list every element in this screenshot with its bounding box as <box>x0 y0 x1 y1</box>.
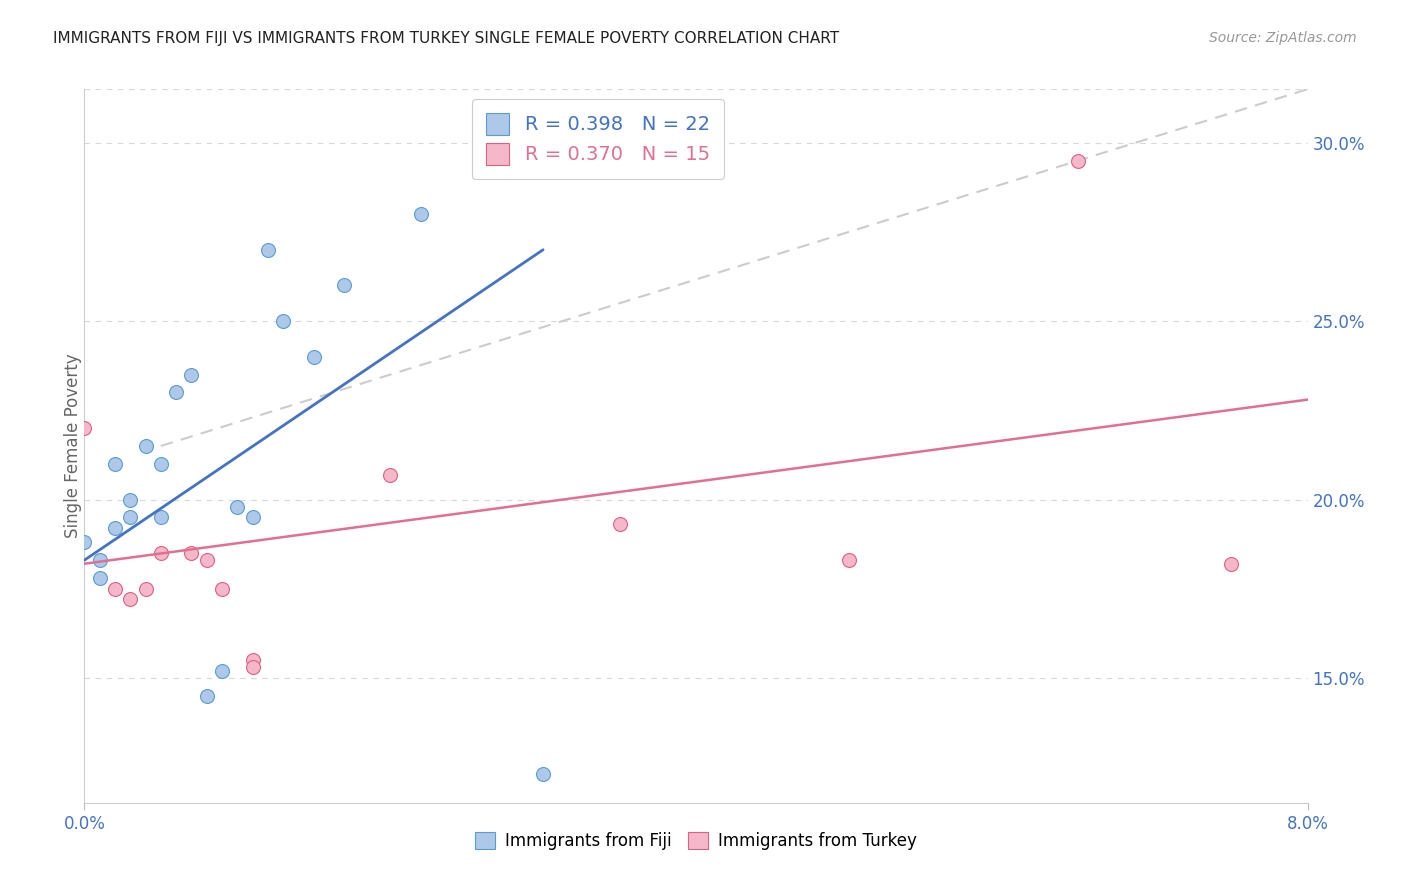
Point <box>104 582 127 596</box>
Text: Source: ZipAtlas.com: Source: ZipAtlas.com <box>1209 31 1357 45</box>
Point <box>333 278 356 293</box>
Point <box>104 457 127 471</box>
Point <box>242 510 264 524</box>
Point <box>211 582 233 596</box>
Point <box>165 385 187 400</box>
Point <box>302 350 325 364</box>
Point <box>609 517 631 532</box>
Point <box>73 535 96 549</box>
Point <box>1220 557 1243 571</box>
Point <box>1067 153 1090 168</box>
Point <box>89 571 111 585</box>
Point <box>149 457 172 471</box>
Point <box>226 500 249 514</box>
Point <box>409 207 432 221</box>
Point <box>180 546 202 560</box>
Point <box>195 689 218 703</box>
Point <box>257 243 280 257</box>
Point <box>180 368 202 382</box>
Point <box>838 553 860 567</box>
Point <box>73 421 96 435</box>
Point <box>271 314 294 328</box>
Point <box>380 467 402 482</box>
Point <box>531 767 554 781</box>
Point <box>211 664 233 678</box>
Point <box>242 653 264 667</box>
Point <box>120 492 142 507</box>
Legend: Immigrants from Fiji, Immigrants from Turkey: Immigrants from Fiji, Immigrants from Tu… <box>467 824 925 859</box>
Point <box>242 660 264 674</box>
Text: IMMIGRANTS FROM FIJI VS IMMIGRANTS FROM TURKEY SINGLE FEMALE POVERTY CORRELATION: IMMIGRANTS FROM FIJI VS IMMIGRANTS FROM … <box>53 31 839 46</box>
Y-axis label: Single Female Poverty: Single Female Poverty <box>65 354 82 538</box>
Point <box>149 510 172 524</box>
Point <box>135 582 157 596</box>
Point <box>89 553 111 567</box>
Point <box>195 553 218 567</box>
Point <box>120 592 142 607</box>
Point <box>149 546 172 560</box>
Point <box>135 439 157 453</box>
Point <box>120 510 142 524</box>
Point <box>104 521 127 535</box>
